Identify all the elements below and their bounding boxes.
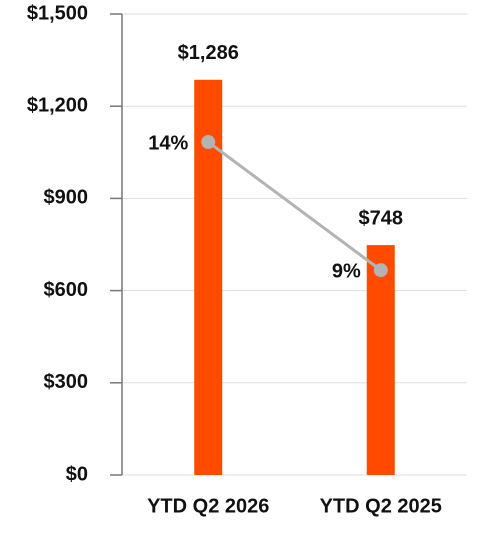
x-tick-label: YTD Q2 2025 (320, 495, 442, 517)
y-tick-label: $1,200 (27, 94, 88, 116)
line-value-label: 9% (332, 260, 361, 282)
y-tick-label: $900 (44, 187, 89, 209)
bar-value-label: $1,286 (178, 42, 239, 64)
bar-value-label: $748 (359, 207, 404, 229)
y-tick-label: $1,500 (27, 2, 88, 24)
line-marker (373, 263, 388, 278)
y-tick-label: $300 (44, 371, 89, 393)
x-tick-label: YTD Q2 2026 (147, 495, 269, 517)
y-tick-label: $0 (66, 463, 88, 485)
line-marker (201, 135, 216, 150)
line-value-label: 14% (148, 132, 188, 154)
line (207, 140, 382, 272)
y-tick-label: $600 (44, 279, 89, 301)
bar (366, 245, 395, 475)
